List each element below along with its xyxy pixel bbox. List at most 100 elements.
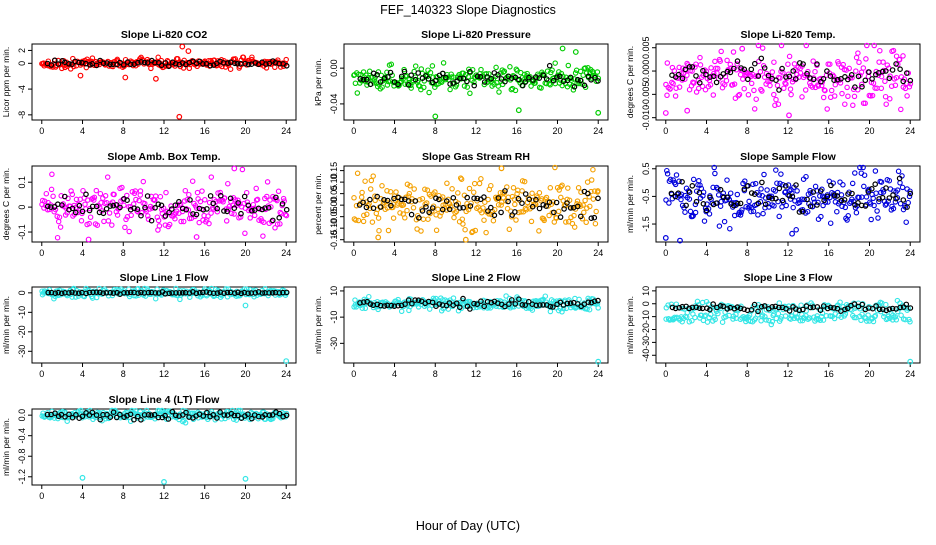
x-tick-label: 0 [351,126,356,136]
panel-1: Slope Li-820 CO2 Licor ppm per min. 0 4 8 12 1… [1,29,297,136]
y-tick-label: 0.005 [641,36,651,59]
data-point-series-black [761,303,768,309]
data-point [583,219,589,226]
x-tick-label: 8 [433,126,438,136]
data-point-series-black [152,205,158,211]
data-point [102,193,109,199]
data-point-series-black [696,305,703,312]
data-point-series-black [907,305,914,311]
data-point-series-black [886,75,893,82]
data-point-series-black [741,66,748,73]
data-point [106,210,113,216]
data-point [595,305,601,311]
data-point [73,196,80,203]
data-point-series-black [55,289,62,296]
data-point [785,61,791,67]
data-point-series-black [166,290,173,297]
data-point-series-black [477,74,484,80]
data-point [400,202,407,208]
data-point [155,54,161,61]
data-point-series-black [97,289,103,296]
data-point-series-black [405,82,412,88]
data-point-series-black [540,202,547,208]
data-point [737,212,744,218]
data-point-series-black [238,290,245,297]
data-point [402,215,408,221]
data-point [692,209,699,216]
data-point-series-black [824,193,831,200]
data-point [870,318,877,325]
data-point-series-black [505,198,511,205]
data-point [893,74,900,81]
data-point [900,53,906,59]
data-point [254,196,261,203]
data-point [582,197,588,204]
data-point-series-black [48,62,55,68]
data-point [690,79,696,85]
data-point-series-black [93,203,100,210]
data-point-series-black [235,200,242,206]
data-point-series-black [110,409,117,416]
data-point [790,76,796,83]
data-point-series-black [556,73,563,80]
scatter-points [39,407,290,485]
data-point-series-black [522,302,529,308]
data-point-series-black [73,411,79,418]
data-point [905,199,911,206]
data-point-series-black [93,412,100,418]
data-point [763,317,769,323]
data-point-series-black [672,193,679,200]
data-point-series-black [269,412,276,418]
data-point-series-black [269,289,276,296]
data-point-series-black [755,73,762,79]
outlier-point [193,234,200,240]
data-point-series-black [69,205,76,212]
data-point [52,206,59,213]
data-point-series-black [748,306,755,313]
data-point-series-black [453,202,460,208]
y-tick-label: -20 [17,325,27,338]
data-point [684,72,690,79]
outlier-point [595,358,602,365]
outlier-point [231,165,238,172]
data-point-series-black [862,77,869,84]
data-point [519,188,525,194]
data-point [745,92,752,98]
data-point-series-black [786,193,793,199]
data-point [504,205,511,212]
data-point-series-black [814,61,820,67]
data-point [700,193,706,199]
data-point [837,299,843,305]
data-point-series-black [471,300,477,307]
data-point [837,179,843,185]
data-point [86,220,92,227]
data-point [412,63,419,69]
data-point [388,61,395,68]
data-point-series-black [831,77,837,84]
data-point [56,62,63,68]
data-point [838,192,845,198]
data-point [855,50,861,56]
panel-4: Slope Amb. Box Temp. degrees C per min. 0 4… [1,151,297,258]
data-point-series-black [142,204,148,211]
data-point [387,189,394,195]
data-point [719,319,726,325]
data-point-series-black [869,76,875,82]
data-point [458,176,465,182]
data-point-series-black [686,64,693,70]
data-point-series-black [761,65,768,71]
data-point-series-black [398,73,405,80]
x-tick-label: 12 [159,248,169,258]
data-point [752,180,759,187]
data-point-series-black [595,195,601,202]
scatter-points [39,165,290,243]
x-tick-label: 20 [864,126,874,136]
data-point-series-black [439,70,446,77]
data-point-series-black [204,409,210,416]
x-tick-label: 24 [281,248,291,258]
data-point-series-black [283,289,290,296]
data-point-series-black [381,303,388,309]
data-point-series-black [52,290,59,297]
data-point [480,205,486,211]
data-point [796,197,802,203]
